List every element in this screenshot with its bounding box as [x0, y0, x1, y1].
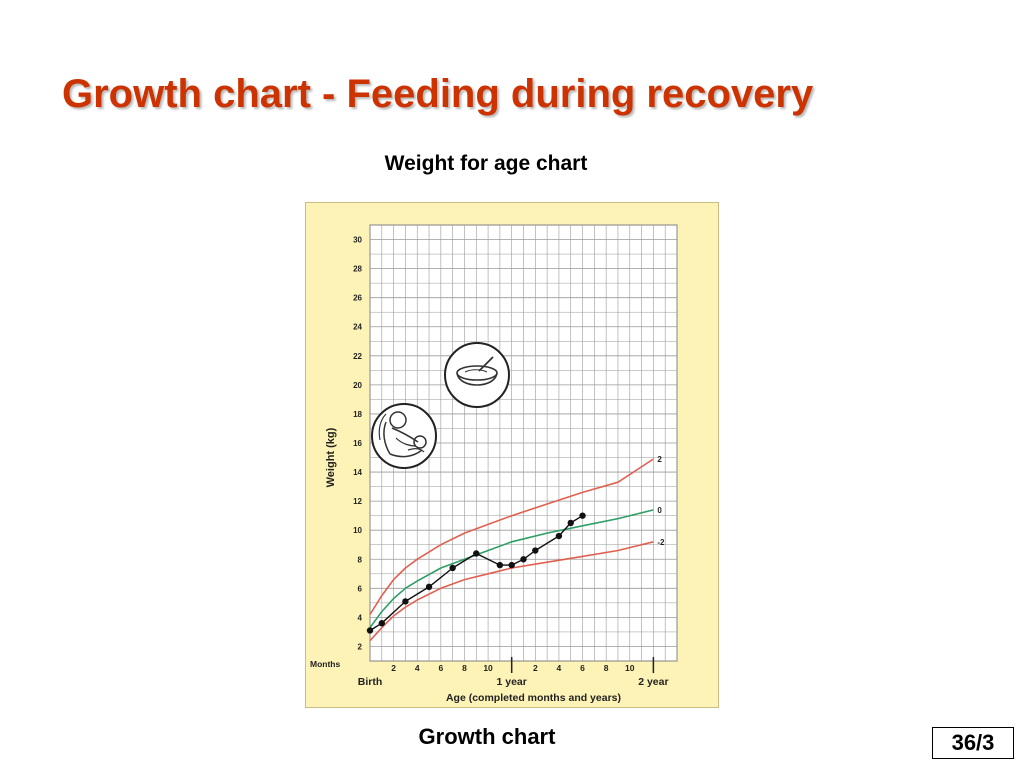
- child-weight-point: [378, 620, 386, 627]
- reference-curve: [369, 458, 654, 615]
- x-tick-label: 4: [415, 663, 420, 673]
- y-tick-label: 12: [353, 497, 362, 506]
- chart-subtitle: Weight for age chart: [384, 152, 588, 175]
- x-tick-label: 8: [604, 663, 609, 673]
- y-tick-label: 22: [353, 352, 362, 361]
- y-tick-label: 14: [353, 468, 362, 477]
- y-tick-label: 18: [353, 410, 362, 419]
- chart-caption: Growth chart: [418, 724, 556, 749]
- x-milestone-label: 2 year: [638, 676, 668, 688]
- x-tick-label: 4: [557, 663, 562, 673]
- child-weight-point: [532, 547, 539, 554]
- child-weight-point: [508, 561, 515, 569]
- x-tick-label: 2: [533, 663, 538, 673]
- y-tick-label: 30: [353, 236, 362, 245]
- x-tick-label: 6: [580, 663, 585, 673]
- y-axis-label: Weight (kg): [325, 427, 337, 487]
- x-tick-label: 2: [391, 663, 396, 673]
- reference-curve: [369, 541, 654, 642]
- y-tick-label: 8: [358, 555, 363, 564]
- curve-label: -2: [657, 538, 665, 547]
- curve-label: 2: [657, 455, 662, 464]
- x-axis-label: Age (completed months and years): [446, 692, 621, 704]
- months-row-label: Months: [310, 659, 340, 669]
- child-weight-series: [366, 512, 586, 634]
- y-tick-label: 4: [358, 613, 363, 622]
- y-tick-label: 28: [353, 265, 362, 274]
- child-weight-point: [366, 627, 374, 634]
- child-weight-point: [449, 564, 456, 572]
- food-bowl-icon: [444, 342, 510, 408]
- x-tick-label: 8: [462, 663, 467, 673]
- child-weight-point: [473, 550, 480, 557]
- y-tick-label: 2: [358, 642, 363, 651]
- x-tick-label: 10: [483, 663, 493, 673]
- y-tick-label: 16: [353, 439, 362, 448]
- child-weight-point: [496, 561, 504, 569]
- y-tick-label: 6: [358, 584, 363, 593]
- y-tick-label: 20: [353, 381, 362, 390]
- x-milestone-label: 1 year: [497, 676, 527, 688]
- child-weight-point: [555, 532, 563, 540]
- y-tick-label: 26: [353, 294, 362, 303]
- child-weight-point: [567, 519, 574, 527]
- child-weight-point: [402, 598, 409, 605]
- page-number: 36/3: [932, 727, 1014, 759]
- x-milestone-label: Birth: [358, 676, 383, 688]
- x-tick-label: 6: [438, 663, 443, 673]
- curve-label: 0: [657, 506, 662, 515]
- child-weight-point: [579, 512, 586, 519]
- reference-curve: [369, 509, 654, 629]
- breastfeeding-mother-icon: [371, 403, 437, 469]
- growth-chart-panel: 2 4 6 8 10 12 14 16 18 20 22 24 26 28 30 Weight (kg) Mon…: [305, 202, 719, 708]
- x-tick-label: 10: [625, 663, 635, 673]
- y-tick-label: 24: [353, 323, 362, 332]
- child-weight-point: [520, 556, 527, 563]
- slide-title: Growth chart - Feeding during recovery: [62, 72, 814, 116]
- y-tick-label: 10: [353, 526, 362, 535]
- reference-curves: [369, 458, 654, 642]
- child-weight-point: [425, 583, 433, 591]
